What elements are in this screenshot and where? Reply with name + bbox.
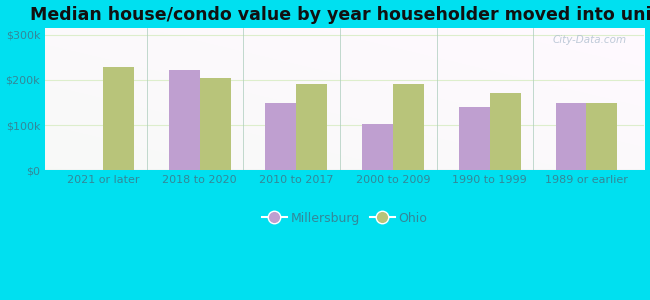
Bar bbox=[169, 70, 200, 170]
Title: Median house/condo value by year householder moved into unit: Median house/condo value by year househo… bbox=[30, 6, 650, 24]
Bar bbox=[103, 67, 134, 170]
Bar bbox=[393, 83, 424, 170]
Bar bbox=[362, 124, 393, 170]
Bar bbox=[296, 83, 328, 170]
Bar bbox=[586, 103, 618, 170]
Bar bbox=[265, 103, 296, 170]
Bar bbox=[200, 78, 231, 170]
Bar bbox=[459, 107, 489, 170]
Bar bbox=[556, 103, 586, 170]
Bar bbox=[489, 93, 521, 170]
Text: City-Data.com: City-Data.com bbox=[552, 35, 627, 45]
Legend: Millersburg, Ohio: Millersburg, Ohio bbox=[257, 207, 432, 230]
